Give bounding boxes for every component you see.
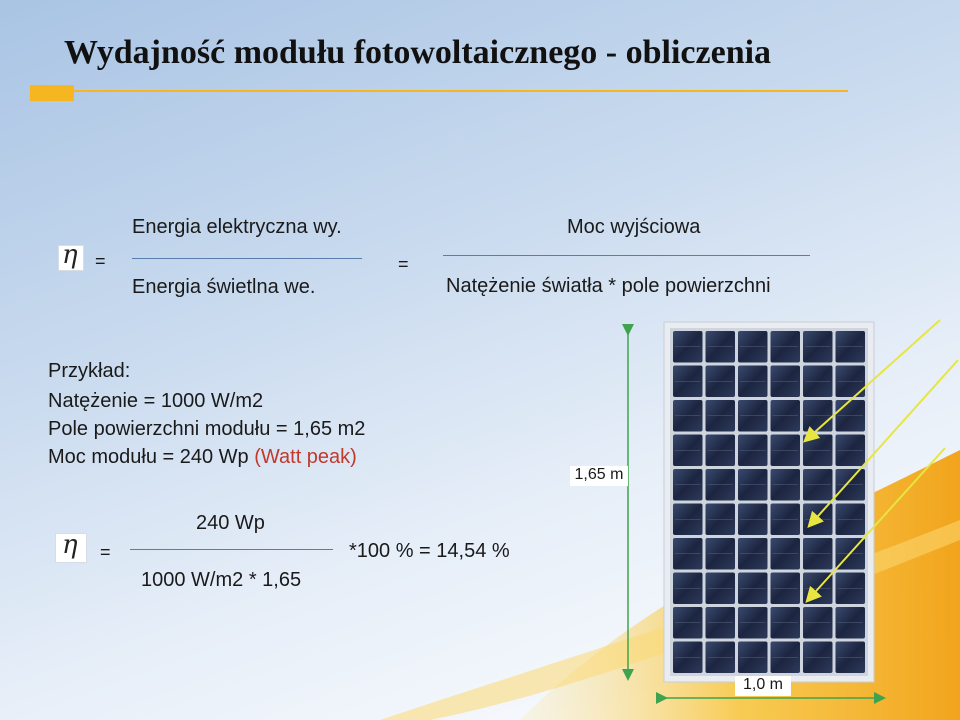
calc-numerator: 240 Wp bbox=[196, 512, 265, 534]
width-label: 1,0 m bbox=[735, 676, 791, 696]
equals-sign: = bbox=[95, 251, 106, 271]
example-header: Przykład: bbox=[48, 360, 131, 382]
fraction-line bbox=[132, 258, 362, 259]
calc-result: *100 % = 14,54 % bbox=[349, 540, 510, 562]
page-title: Wydajność modułu fotowoltaicznego - obli… bbox=[64, 34, 772, 71]
eta-symbol-box-2: η bbox=[55, 530, 87, 563]
example-line-irradiance: Natężenie = 1000 W/m2 bbox=[48, 390, 264, 412]
calc-fraction-line bbox=[130, 549, 333, 550]
title-accent-bar bbox=[30, 85, 74, 101]
formula-denominator: Energia świetlna we. bbox=[132, 276, 316, 298]
light-arrow-3 bbox=[805, 447, 946, 603]
height-label: 1,65 m bbox=[570, 466, 628, 486]
light-arrow-1 bbox=[803, 319, 941, 443]
solar-panel-illustration bbox=[622, 319, 959, 704]
watt-peak-note: (Watt peak) bbox=[254, 446, 357, 468]
title-underline bbox=[30, 90, 848, 92]
power-value: Moc modułu = 240 Wp bbox=[48, 446, 249, 468]
equals-sign-3: = bbox=[100, 542, 111, 562]
eta-symbol: η bbox=[62, 240, 78, 270]
formula-numerator-2: Moc wyjściowa bbox=[567, 216, 701, 238]
light-arrow-2 bbox=[807, 359, 959, 528]
calc-denominator: 1000 W/m2 * 1,65 bbox=[141, 569, 302, 591]
eta-symbol-box: η bbox=[58, 240, 84, 271]
panel-backsheet bbox=[670, 328, 868, 676]
example-line-area: Pole powierzchni modułu = 1,65 m2 bbox=[48, 418, 366, 440]
example-line-power: Moc modułu = 240 Wp (Watt peak) bbox=[48, 446, 357, 469]
fraction-line-2 bbox=[443, 255, 810, 256]
formula-numerator: Energia elektryczna wy. bbox=[132, 216, 342, 238]
equals-sign-2: = bbox=[398, 254, 409, 274]
eta-symbol-2: η bbox=[62, 530, 78, 560]
formula-denominator-2: Natężenie światła * pole powierzchni bbox=[446, 275, 771, 297]
